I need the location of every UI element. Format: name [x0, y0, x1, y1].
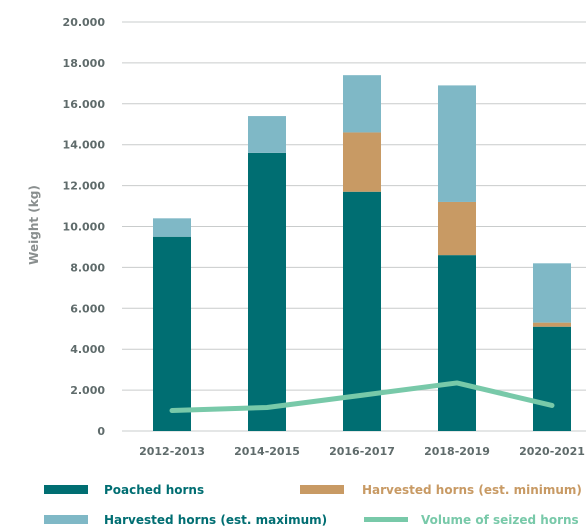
- y-tick-label: 20.000: [63, 16, 106, 29]
- y-tick-label: 10.000: [63, 221, 106, 234]
- y-axis-label: Weight (kg): [27, 185, 41, 265]
- bar-harvested-horns-est-minimum--2016-2017: [343, 132, 381, 192]
- y-tick-label: 14.000: [63, 139, 106, 152]
- y-tick-label: 16.000: [63, 98, 106, 111]
- legend-swatch: [300, 484, 344, 494]
- legend-label: Poached horns: [104, 483, 205, 497]
- legend-swatch: [364, 516, 408, 522]
- x-tick-label: 2018-2019: [424, 445, 490, 458]
- legend-label: Harvested horns (est. minimum): [362, 483, 582, 497]
- bar-poached-horns-2014-2015: [248, 152, 286, 431]
- bar-poached-horns-2018-2019: [438, 255, 476, 431]
- bar-harvested-horns-est-maximum--2020-2021: [533, 263, 571, 323]
- y-tick-label: 2.000: [70, 384, 105, 397]
- y-tick-label: 0: [97, 425, 105, 438]
- bar-harvested-horns-est-maximum--2018-2019: [438, 85, 476, 202]
- x-tick-label: 2020-2021: [519, 445, 585, 458]
- x-tick-label: 2012-2013: [139, 445, 205, 458]
- bar-harvested-horns-est-maximum--2012-2013: [153, 218, 191, 237]
- bar-poached-horns-2012-2013: [153, 236, 191, 431]
- seized-line: [169, 380, 555, 414]
- legend-swatch: [44, 514, 88, 524]
- legend-swatch: [44, 484, 88, 494]
- y-tick-label: 12.000: [63, 180, 106, 193]
- bar-harvested-horns-est-maximum--2014-2015: [248, 116, 286, 153]
- legend-label: Volume of seized horns: [421, 513, 579, 527]
- x-tick-label: 2016-2017: [329, 445, 395, 458]
- y-axis-ticks: 0 2.000 4.000 6.000 8.000 10.000 12.000 14.000 1…: [63, 16, 106, 438]
- y-tick-label: 8.000: [70, 261, 105, 274]
- legend-label: Harvested horns (est. maximum): [104, 513, 328, 527]
- line-volume-of-seized-horns: [169, 380, 555, 414]
- bar-harvested-horns-est-maximum--2016-2017: [343, 75, 381, 133]
- bar-harvested-horns-est-minimum--2018-2019: [438, 201, 476, 256]
- y-tick-label: 4.000: [70, 343, 105, 356]
- x-axis-ticks: 2012-2013 2014-2015 2016-2017 2018-2019 2020…: [139, 445, 585, 458]
- y-tick-label: 6.000: [70, 302, 105, 315]
- bar-harvested-horns-est-minimum--2020-2021: [533, 322, 571, 327]
- bar-poached-horns-2020-2021: [533, 326, 571, 431]
- bars: [153, 75, 571, 431]
- x-tick-label: 2014-2015: [234, 445, 300, 458]
- y-tick-label: 18.000: [63, 57, 106, 70]
